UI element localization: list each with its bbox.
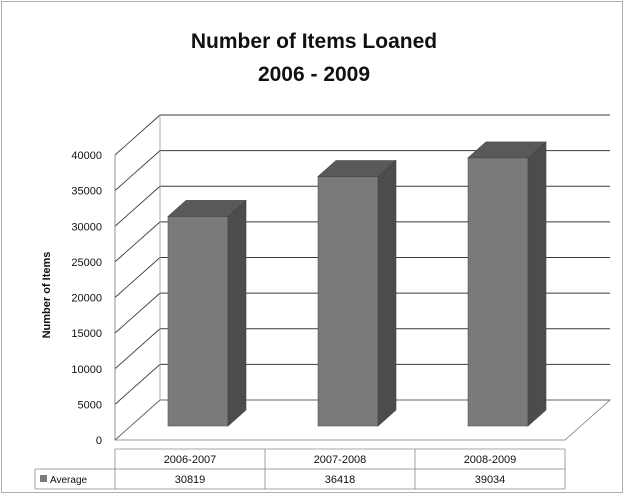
gridline-side bbox=[114, 185, 161, 227]
y-tick-label: 40000 bbox=[71, 150, 102, 162]
bar bbox=[317, 159, 397, 427]
data-label: 30819 bbox=[175, 474, 206, 486]
y-tick-label: 0 bbox=[96, 435, 102, 447]
bar-side bbox=[377, 159, 397, 427]
bar-top bbox=[317, 160, 397, 177]
y-tick-label: 20000 bbox=[71, 293, 102, 305]
bars bbox=[167, 141, 547, 427]
x-tick-label: 2008-2009 bbox=[464, 454, 517, 466]
gridline-side bbox=[114, 114, 161, 156]
y-tick-label: 5000 bbox=[78, 399, 102, 411]
data-label: 36418 bbox=[325, 474, 356, 486]
chart-title: Number of Items Loaned bbox=[190, 30, 438, 53]
y-tick-label: 25000 bbox=[71, 257, 102, 269]
gridline-side bbox=[114, 292, 161, 334]
gridline-side bbox=[114, 150, 161, 191]
chart-subtitle: 2006 - 2009 bbox=[257, 63, 371, 86]
chart-floor bbox=[113, 399, 612, 441]
legend-label: Average bbox=[50, 475, 88, 486]
gridline-side bbox=[114, 257, 161, 298]
bar bbox=[467, 141, 547, 427]
bar-front bbox=[317, 176, 379, 427]
bar-top bbox=[467, 141, 547, 159]
legend-swatch bbox=[40, 475, 47, 482]
y-tick-label: 30000 bbox=[71, 221, 102, 233]
bar-side bbox=[527, 141, 547, 427]
y-axis: 0 5000 10000 15000 20000 25000 30000 35000 40000 bbox=[71, 150, 102, 447]
x-tick-label: 2007-2008 bbox=[314, 454, 367, 466]
bar-front bbox=[167, 216, 229, 427]
y-tick-label: 15000 bbox=[71, 328, 102, 340]
bar-front bbox=[467, 157, 529, 427]
gridline-side bbox=[114, 328, 161, 370]
y-axis-label: Number of Items bbox=[41, 252, 53, 339]
y-tick-label: 35000 bbox=[71, 186, 102, 198]
bar-side bbox=[227, 199, 247, 427]
y-tick-label: 10000 bbox=[71, 364, 102, 376]
data-table: 2006-2007 2007-2008 2008-2009 30819 36418 390… bbox=[34, 448, 566, 490]
gridline-side bbox=[114, 221, 161, 263]
bar-top bbox=[167, 200, 247, 217]
gridline-side bbox=[114, 364, 161, 405]
data-label: 39034 bbox=[475, 474, 506, 486]
x-tick-label: 2006-2007 bbox=[164, 454, 217, 466]
bar bbox=[167, 199, 247, 427]
